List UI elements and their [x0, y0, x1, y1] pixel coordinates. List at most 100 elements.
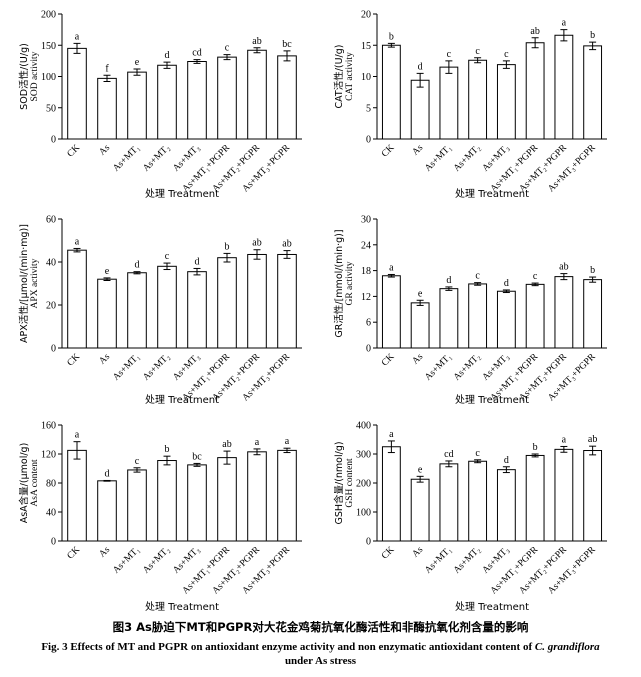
x-tick-label: As+MT₁ — [111, 143, 142, 174]
x-axis-title: 处理 Treatment — [455, 188, 529, 200]
chart-panel-5: 0 40 80 120 160 AsA含量/(μmol/g) AsA content a CK d… — [18, 421, 302, 613]
significance-letter: e — [105, 266, 110, 277]
bar — [554, 34, 574, 140]
bar — [525, 454, 545, 542]
bar — [217, 457, 237, 542]
bar — [277, 449, 297, 542]
y-tick-label: 200 — [41, 10, 56, 21]
x-tick-label: As — [411, 545, 426, 560]
significance-letter: a — [75, 430, 80, 441]
x-tick-label: As — [411, 143, 426, 158]
significance-letter: ab — [559, 262, 568, 273]
bar — [468, 460, 488, 542]
significance-letter: ab — [252, 36, 261, 47]
bar — [410, 478, 430, 542]
y-axis-title-en: SOD activity — [30, 51, 40, 101]
bar — [583, 45, 603, 140]
significance-letter: ab — [252, 238, 261, 249]
bar — [468, 283, 488, 349]
y-tick-label: 24 — [361, 240, 371, 251]
bar — [97, 77, 117, 140]
significance-letter: b — [590, 30, 595, 41]
significance-letter: b — [533, 442, 538, 453]
bar — [217, 56, 237, 140]
significance-letter: d — [195, 256, 200, 267]
significance-letter: d — [165, 50, 170, 61]
bar — [525, 283, 545, 349]
significance-letter: ab — [222, 439, 231, 450]
x-tick-label: As+MT₁ — [111, 352, 142, 383]
y-axis-title-cn: APX活性/[μmol/(min·mg)] — [18, 224, 30, 343]
chart-panel-3: 0 20 40 60 APX活性/[μmol/(min·mg)] APX activity… — [18, 215, 302, 406]
bar — [157, 64, 177, 140]
significance-letter: d — [418, 61, 423, 72]
x-tick-label: As — [98, 352, 113, 367]
bar — [439, 288, 459, 349]
significance-letter: c — [135, 456, 140, 467]
significance-letter: d — [135, 260, 140, 271]
y-tick-label: 30 — [361, 215, 371, 226]
bar — [67, 47, 87, 140]
bar — [247, 49, 267, 140]
y-tick-label: 60 — [46, 215, 56, 226]
y-tick-label: 0 — [366, 537, 371, 548]
significance-letter: d — [504, 455, 509, 466]
bar — [247, 253, 267, 349]
significance-letter: bc — [282, 39, 292, 50]
bar — [217, 257, 237, 349]
bar — [439, 66, 459, 140]
significance-letter: c — [533, 271, 538, 282]
y-tick-label: 50 — [46, 103, 56, 114]
x-axis-title: 处理 Treatment — [145, 601, 219, 613]
significance-letter: c — [447, 49, 452, 60]
y-tick-label: 0 — [366, 135, 371, 146]
caption-english-prefix: Fig. 3 Effects of MT and PGPR on antioxi… — [41, 641, 535, 653]
significance-letter: d — [105, 468, 110, 479]
y-axis-title-en: GSH content — [345, 458, 355, 508]
bar — [277, 253, 297, 349]
significance-letter: c — [225, 43, 230, 54]
bar — [439, 463, 459, 542]
x-tick-label: As+MT₂ — [141, 545, 172, 576]
caption-chinese: 图3 As胁迫下MT和PGPR对大花金鸡菊抗氧化酶活性和非酶抗氧化剂含量的影响 — [112, 620, 529, 634]
significance-letter: a — [75, 31, 80, 42]
bar — [127, 469, 147, 542]
bar — [157, 265, 177, 349]
x-axis-title: 处理 Treatment — [145, 188, 219, 200]
y-axis-title-cn: SOD活性/(U/g) — [18, 43, 30, 110]
chart-panel-2: 0 5 10 15 20 CAT活性/(U/g) CAT activity b CK d As c As… — [333, 10, 607, 200]
bar — [496, 64, 516, 140]
y-axis-title-en: CAT activity — [345, 52, 355, 101]
significance-letter: ab — [530, 26, 539, 37]
y-tick-label: 40 — [46, 508, 56, 519]
significance-letter: e — [135, 57, 140, 68]
significance-letter: a — [562, 18, 567, 29]
y-axis-title-cn: GR活性/[mmol/(min·g)] — [333, 229, 345, 337]
x-tick-label: As+MT₂ — [452, 545, 483, 576]
bar — [583, 279, 603, 349]
y-tick-label: 18 — [361, 266, 371, 277]
y-tick-label: 0 — [366, 344, 371, 355]
significance-letter: cd — [444, 449, 453, 460]
bar — [67, 249, 87, 349]
y-axis-title-cn: AsA含量/(μmol/g) — [18, 443, 30, 524]
bar — [187, 464, 207, 542]
y-axis-title-cn: GSH含量/(nmol/g) — [333, 441, 345, 524]
bar — [247, 451, 267, 542]
x-tick-label: As+MT₂ — [141, 352, 172, 383]
significance-letter: ab — [282, 239, 291, 250]
x-tick-label: CK — [66, 545, 83, 562]
chart-panel-4: 0 6 12 18 24 30 GR活性/[mmol/(min·g)] GR activity… — [333, 215, 607, 406]
significance-letter: d — [446, 275, 451, 286]
significance-letter: c — [165, 251, 170, 262]
x-tick-label: CK — [380, 352, 397, 369]
significance-letter: f — [105, 63, 109, 74]
y-tick-label: 40 — [46, 258, 56, 269]
bar — [187, 61, 207, 140]
x-tick-label: As — [98, 143, 113, 158]
y-tick-label: 400 — [356, 421, 371, 432]
significance-letter: a — [285, 436, 290, 447]
bar — [381, 446, 401, 542]
x-tick-label: As+MT₁ — [423, 143, 454, 174]
